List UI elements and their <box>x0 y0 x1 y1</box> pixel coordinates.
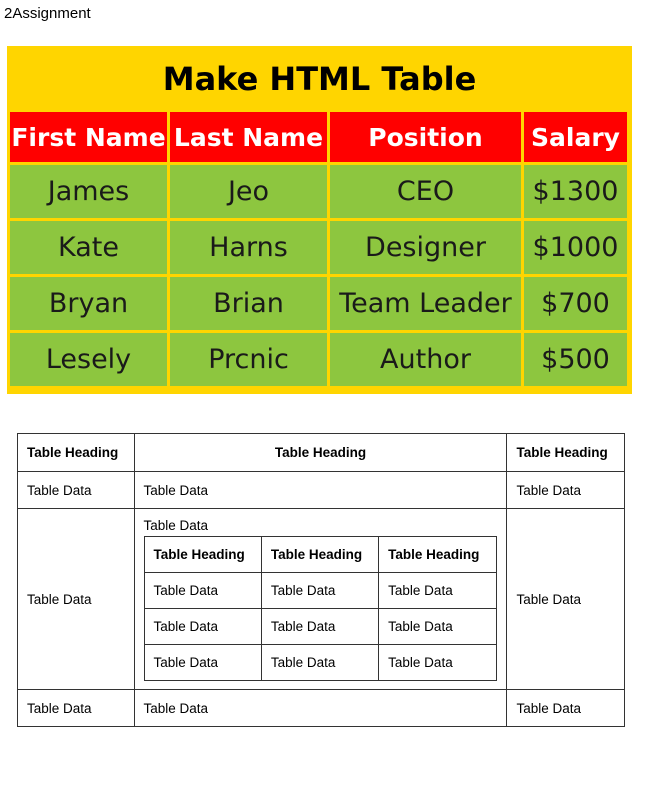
table-row: Table Data Table Data Table Heading Tabl… <box>17 508 625 690</box>
cell-position: CEO <box>330 165 521 218</box>
table-row: Table Data Table Data Table Data <box>143 644 497 681</box>
nested-inner-table: Table Heading Table Heading Table Headin… <box>143 536 497 681</box>
header-position: Position <box>330 112 521 162</box>
outer-heading-right: Table Heading <box>506 433 625 472</box>
inner-cell: Table Data <box>378 608 497 645</box>
employee-table: First Name Last Name Position Salary Jam… <box>7 109 630 389</box>
cell-first-name: Lesely <box>10 333 167 386</box>
inner-header-row: Table Heading Table Heading Table Headin… <box>143 536 497 573</box>
inner-cell: Table Data <box>378 644 497 681</box>
outer-cell-left: Table Data <box>17 508 135 690</box>
header-first-name: First Name <box>10 112 167 162</box>
inner-cell: Table Data <box>143 644 262 681</box>
outer-cell-middle: Table Data <box>133 471 508 509</box>
outer-cell-middle: Table Data <box>133 689 508 727</box>
cell-last-name: Harns <box>170 221 327 274</box>
header-salary: Salary <box>524 112 627 162</box>
cell-salary: $500 <box>524 333 627 386</box>
cell-last-name: Brian <box>170 277 327 330</box>
cell-position: Designer <box>330 221 521 274</box>
cell-last-name: Prcnic <box>170 333 327 386</box>
cell-first-name: James <box>10 165 167 218</box>
outer-cell-right: Table Data <box>506 508 625 690</box>
cell-first-name: Bryan <box>10 277 167 330</box>
outer-cell-nested: Table Data Table Heading Table Heading T… <box>133 508 508 690</box>
outer-cell-right: Table Data <box>506 689 625 727</box>
table-row: Bryan Brian Team Leader $700 <box>10 277 627 330</box>
nested-cell-label: Table Data <box>143 518 209 533</box>
cell-salary: $1300 <box>524 165 627 218</box>
outer-cell-right: Table Data <box>506 471 625 509</box>
table-row: Table Data Table Data Table Data <box>143 608 497 645</box>
outer-heading-left: Table Heading <box>17 433 135 472</box>
page-title: 2Assignment <box>4 5 91 22</box>
inner-cell: Table Data <box>260 608 380 645</box>
employee-table-header-row: First Name Last Name Position Salary <box>10 112 627 162</box>
nested-outer-table: Table Heading Table Heading Table Headin… <box>17 433 625 727</box>
inner-cell: Table Data <box>260 644 380 681</box>
cell-first-name: Kate <box>10 221 167 274</box>
employee-table-title: Make HTML Table <box>162 60 477 98</box>
employee-table-image: Make HTML Table First Name Last Name Pos… <box>7 46 632 394</box>
inner-cell: Table Data <box>143 608 262 645</box>
header-last-name: Last Name <box>170 112 327 162</box>
outer-cell-left: Table Data <box>17 471 135 509</box>
cell-position: Author <box>330 333 521 386</box>
inner-heading: Table Heading <box>260 536 380 573</box>
inner-heading: Table Heading <box>143 536 262 573</box>
table-row: Kate Harns Designer $1000 <box>10 221 627 274</box>
table-row: Table Data Table Data Table Data <box>17 689 625 727</box>
inner-cell: Table Data <box>378 572 497 609</box>
cell-salary: $700 <box>524 277 627 330</box>
outer-header-row: Table Heading Table Heading Table Headin… <box>17 433 625 472</box>
cell-position: Team Leader <box>330 277 521 330</box>
inner-cell: Table Data <box>260 572 380 609</box>
inner-cell: Table Data <box>143 572 262 609</box>
table-row: James Jeo CEO $1300 <box>10 165 627 218</box>
outer-heading-middle: Table Heading <box>133 433 508 472</box>
inner-heading: Table Heading <box>378 536 497 573</box>
outer-cell-left: Table Data <box>17 689 135 727</box>
cell-salary: $1000 <box>524 221 627 274</box>
table-row: Table Data Table Data Table Data <box>17 471 625 509</box>
table-row: Lesely Prcnic Author $500 <box>10 333 627 386</box>
cell-last-name: Jeo <box>170 165 327 218</box>
table-row: Table Data Table Data Table Data <box>143 572 497 609</box>
